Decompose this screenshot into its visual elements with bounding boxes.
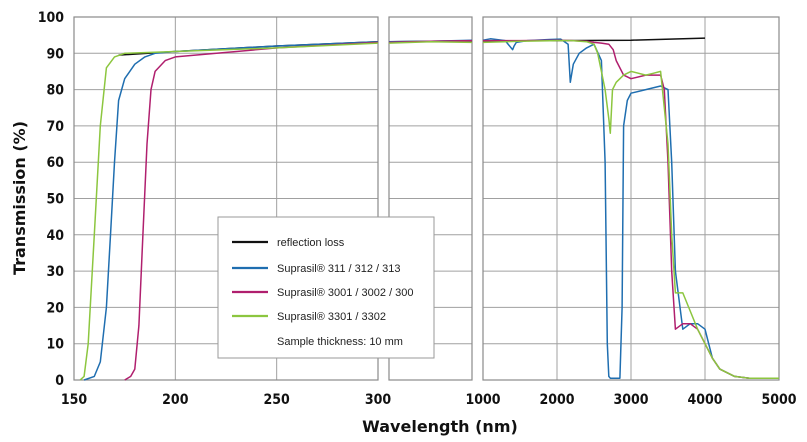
- x-tick-label: 3000: [613, 392, 648, 408]
- y-tick-label: 90: [46, 46, 64, 62]
- panel-frame: [388, 16, 473, 381]
- x-tick-label: 2000: [539, 392, 574, 408]
- y-tick-labels: 0 10 20 30 40 50 60 70 80 90 100: [38, 10, 65, 389]
- y-tick-label: 0: [55, 373, 64, 389]
- series-lines: [79, 37, 779, 381]
- x-tick-label: 150: [61, 392, 88, 408]
- legend-label-3: Suprasil® 3301 / 3302: [277, 311, 386, 323]
- sample-thickness-note: Sample thickness: 10 mm: [277, 336, 403, 348]
- y-tick-label: 40: [46, 228, 64, 244]
- panel-frames: [73, 16, 780, 381]
- legend-box: [217, 216, 435, 359]
- series-line-3: [79, 42, 379, 381]
- x-tick-label: 300: [365, 392, 392, 408]
- y-tick-label: 30: [46, 264, 64, 280]
- x-tick-label: 5000: [761, 392, 796, 408]
- y-tick-label: 100: [38, 10, 65, 26]
- y-tick-label: 20: [46, 300, 64, 316]
- panel-frame: [482, 16, 780, 381]
- y-tick-label: 70: [46, 119, 64, 135]
- y-tick-label: 50: [46, 192, 64, 208]
- y-axis-title: Transmission (%): [10, 121, 29, 275]
- legend: reflection loss Suprasil® 311 / 312 / 313…: [217, 216, 435, 359]
- series-line-2: [124, 41, 379, 381]
- x-tick-label: 250: [264, 392, 291, 408]
- legend-label-2: Suprasil® 3001 / 3002 / 300: [277, 287, 414, 299]
- x-axis-title: Wavelength (nm): [362, 417, 518, 436]
- x-tick-label: 200: [162, 392, 189, 408]
- x-tick-labels: 150 200 250 300 1000 2000 3000 4000 5000: [61, 392, 797, 408]
- y-tick-label: 80: [46, 83, 64, 99]
- series-line-3: [388, 40, 473, 44]
- x-tick-label: 4000: [687, 392, 722, 408]
- series-line-3: [482, 39, 779, 379]
- y-tick-label: 10: [46, 337, 64, 353]
- x-tick-label: 1000: [465, 392, 500, 408]
- panel-frame: [73, 16, 379, 381]
- legend-label-1: Suprasil® 311 / 312 / 313: [277, 263, 400, 275]
- y-tick-label: 60: [46, 155, 64, 171]
- legend-label-0: reflection loss: [277, 237, 345, 249]
